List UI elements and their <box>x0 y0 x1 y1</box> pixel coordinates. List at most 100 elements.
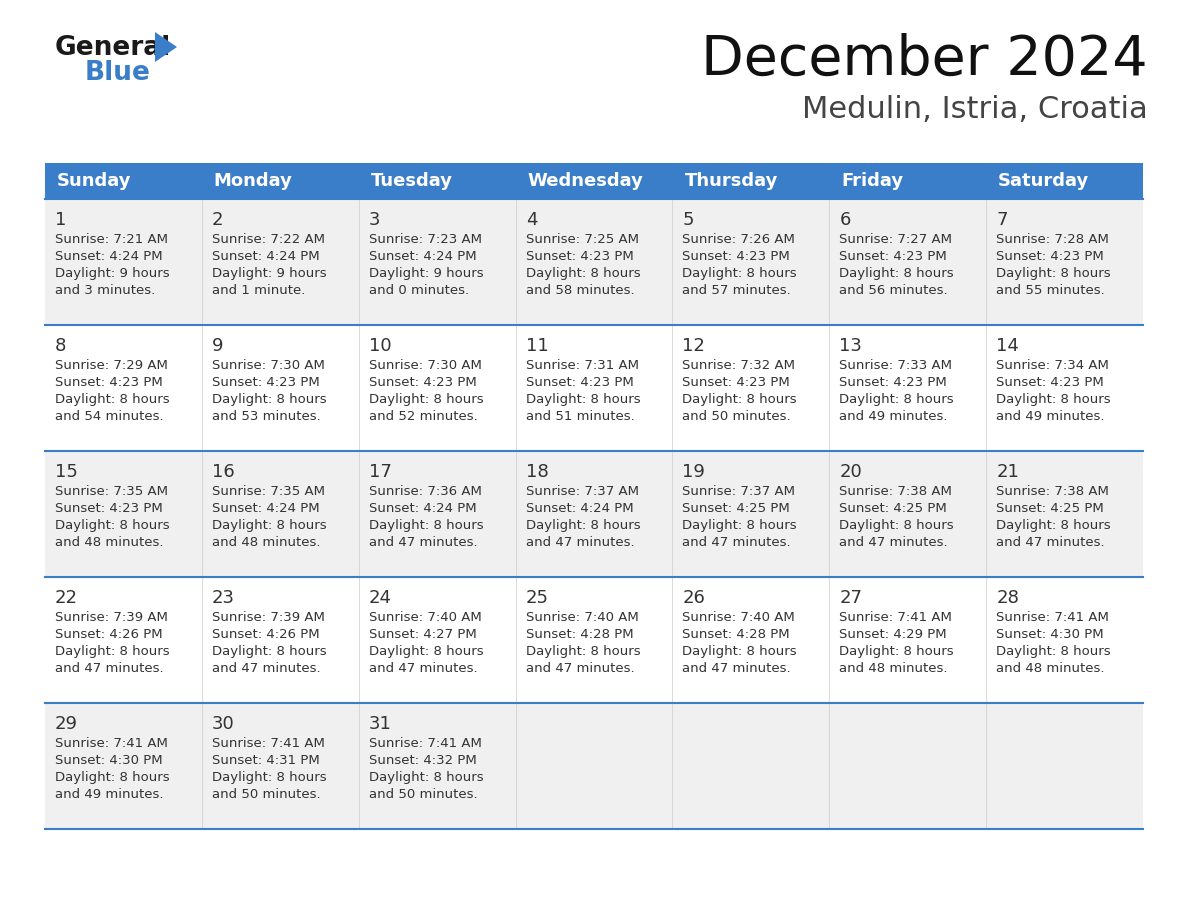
Text: 29: 29 <box>55 715 78 733</box>
Text: Sunset: 4:23 PM: Sunset: 4:23 PM <box>525 376 633 389</box>
Text: and 47 minutes.: and 47 minutes. <box>55 662 164 675</box>
Text: Sunrise: 7:31 AM: Sunrise: 7:31 AM <box>525 359 639 372</box>
Text: Sunrise: 7:30 AM: Sunrise: 7:30 AM <box>211 359 324 372</box>
Text: Sunset: 4:23 PM: Sunset: 4:23 PM <box>682 376 790 389</box>
Text: Friday: Friday <box>841 172 903 190</box>
Text: Sunset: 4:23 PM: Sunset: 4:23 PM <box>211 376 320 389</box>
Text: Sunset: 4:23 PM: Sunset: 4:23 PM <box>682 250 790 263</box>
Text: Sunrise: 7:37 AM: Sunrise: 7:37 AM <box>682 485 796 498</box>
Text: Sunrise: 7:41 AM: Sunrise: 7:41 AM <box>55 737 168 750</box>
Text: Sunset: 4:24 PM: Sunset: 4:24 PM <box>368 502 476 515</box>
Text: and 48 minutes.: and 48 minutes. <box>55 536 164 549</box>
Text: Sunrise: 7:41 AM: Sunrise: 7:41 AM <box>839 611 952 624</box>
Text: 23: 23 <box>211 589 235 607</box>
Text: Blue: Blue <box>86 60 151 86</box>
Text: Daylight: 8 hours: Daylight: 8 hours <box>682 393 797 406</box>
Text: Daylight: 8 hours: Daylight: 8 hours <box>997 267 1111 280</box>
Text: Daylight: 8 hours: Daylight: 8 hours <box>839 645 954 658</box>
Text: 13: 13 <box>839 337 862 355</box>
Text: 26: 26 <box>682 589 706 607</box>
Text: December 2024: December 2024 <box>701 33 1148 87</box>
Text: Sunrise: 7:33 AM: Sunrise: 7:33 AM <box>839 359 953 372</box>
Text: 30: 30 <box>211 715 234 733</box>
Text: Sunset: 4:23 PM: Sunset: 4:23 PM <box>839 376 947 389</box>
Text: and 48 minutes.: and 48 minutes. <box>839 662 948 675</box>
Text: Sunrise: 7:38 AM: Sunrise: 7:38 AM <box>839 485 952 498</box>
Text: 17: 17 <box>368 463 392 481</box>
Text: Sunrise: 7:30 AM: Sunrise: 7:30 AM <box>368 359 481 372</box>
Text: 8: 8 <box>55 337 67 355</box>
Text: Sunrise: 7:41 AM: Sunrise: 7:41 AM <box>211 737 324 750</box>
Text: and 54 minutes.: and 54 minutes. <box>55 410 164 423</box>
Bar <box>45 577 1143 703</box>
Text: 4: 4 <box>525 211 537 229</box>
Text: Daylight: 9 hours: Daylight: 9 hours <box>211 267 327 280</box>
Text: Sunset: 4:23 PM: Sunset: 4:23 PM <box>839 250 947 263</box>
Text: and 57 minutes.: and 57 minutes. <box>682 284 791 297</box>
Text: and 53 minutes.: and 53 minutes. <box>211 410 321 423</box>
Text: Sunrise: 7:27 AM: Sunrise: 7:27 AM <box>839 233 953 246</box>
Text: 21: 21 <box>997 463 1019 481</box>
Text: Sunrise: 7:39 AM: Sunrise: 7:39 AM <box>55 611 168 624</box>
Text: Daylight: 8 hours: Daylight: 8 hours <box>682 645 797 658</box>
Text: Sunrise: 7:40 AM: Sunrise: 7:40 AM <box>525 611 638 624</box>
Text: Saturday: Saturday <box>998 172 1089 190</box>
Text: Sunset: 4:23 PM: Sunset: 4:23 PM <box>368 376 476 389</box>
Text: and 49 minutes.: and 49 minutes. <box>997 410 1105 423</box>
Text: and 47 minutes.: and 47 minutes. <box>368 662 478 675</box>
Text: Sunrise: 7:22 AM: Sunrise: 7:22 AM <box>211 233 324 246</box>
Text: 1: 1 <box>55 211 67 229</box>
Text: Daylight: 8 hours: Daylight: 8 hours <box>55 519 170 532</box>
Text: and 47 minutes.: and 47 minutes. <box>525 662 634 675</box>
Text: Daylight: 9 hours: Daylight: 9 hours <box>368 267 484 280</box>
Text: General: General <box>55 35 171 61</box>
Text: Sunrise: 7:25 AM: Sunrise: 7:25 AM <box>525 233 639 246</box>
Text: Sunrise: 7:40 AM: Sunrise: 7:40 AM <box>682 611 795 624</box>
Text: and 50 minutes.: and 50 minutes. <box>682 410 791 423</box>
Text: and 47 minutes.: and 47 minutes. <box>682 662 791 675</box>
Text: Sunset: 4:23 PM: Sunset: 4:23 PM <box>55 376 163 389</box>
Text: Daylight: 8 hours: Daylight: 8 hours <box>211 393 327 406</box>
Text: 22: 22 <box>55 589 78 607</box>
Text: Daylight: 8 hours: Daylight: 8 hours <box>211 645 327 658</box>
Text: Daylight: 8 hours: Daylight: 8 hours <box>997 645 1111 658</box>
Text: Daylight: 8 hours: Daylight: 8 hours <box>211 519 327 532</box>
Text: Sunset: 4:32 PM: Sunset: 4:32 PM <box>368 754 476 767</box>
Text: 3: 3 <box>368 211 380 229</box>
Text: Daylight: 8 hours: Daylight: 8 hours <box>839 267 954 280</box>
Text: and 3 minutes.: and 3 minutes. <box>55 284 156 297</box>
Text: 18: 18 <box>525 463 549 481</box>
Text: Sunrise: 7:39 AM: Sunrise: 7:39 AM <box>211 611 324 624</box>
Text: 28: 28 <box>997 589 1019 607</box>
Text: and 56 minutes.: and 56 minutes. <box>839 284 948 297</box>
Text: Sunset: 4:29 PM: Sunset: 4:29 PM <box>839 628 947 641</box>
Text: Daylight: 8 hours: Daylight: 8 hours <box>55 771 170 784</box>
Text: Sunset: 4:23 PM: Sunset: 4:23 PM <box>997 250 1104 263</box>
Bar <box>45 163 1143 199</box>
Text: Sunrise: 7:40 AM: Sunrise: 7:40 AM <box>368 611 481 624</box>
Text: and 1 minute.: and 1 minute. <box>211 284 305 297</box>
Text: Sunset: 4:25 PM: Sunset: 4:25 PM <box>682 502 790 515</box>
Text: 10: 10 <box>368 337 391 355</box>
Text: Daylight: 8 hours: Daylight: 8 hours <box>997 393 1111 406</box>
Text: 14: 14 <box>997 337 1019 355</box>
Text: and 52 minutes.: and 52 minutes. <box>368 410 478 423</box>
Text: and 48 minutes.: and 48 minutes. <box>997 662 1105 675</box>
Bar <box>45 325 1143 451</box>
Text: Sunset: 4:23 PM: Sunset: 4:23 PM <box>55 502 163 515</box>
Text: Daylight: 8 hours: Daylight: 8 hours <box>682 519 797 532</box>
Bar <box>45 451 1143 577</box>
Text: Sunset: 4:28 PM: Sunset: 4:28 PM <box>525 628 633 641</box>
Text: Daylight: 8 hours: Daylight: 8 hours <box>525 519 640 532</box>
Text: Daylight: 8 hours: Daylight: 8 hours <box>525 645 640 658</box>
Bar <box>45 199 1143 325</box>
Text: Sunset: 4:25 PM: Sunset: 4:25 PM <box>839 502 947 515</box>
Text: and 0 minutes.: and 0 minutes. <box>368 284 469 297</box>
Text: Sunset: 4:24 PM: Sunset: 4:24 PM <box>211 250 320 263</box>
Text: Sunset: 4:31 PM: Sunset: 4:31 PM <box>211 754 320 767</box>
Text: 20: 20 <box>839 463 862 481</box>
Text: Sunrise: 7:21 AM: Sunrise: 7:21 AM <box>55 233 168 246</box>
Text: Daylight: 8 hours: Daylight: 8 hours <box>839 393 954 406</box>
Text: Sunrise: 7:23 AM: Sunrise: 7:23 AM <box>368 233 481 246</box>
Text: 2: 2 <box>211 211 223 229</box>
